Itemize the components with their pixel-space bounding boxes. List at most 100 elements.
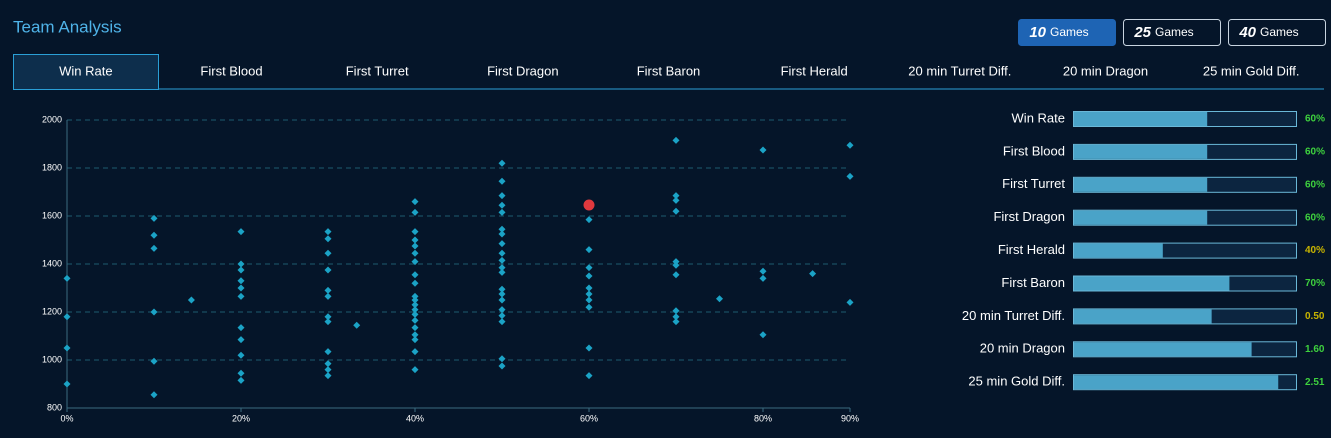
- point: [498, 355, 506, 363]
- point: [411, 301, 419, 309]
- point: [498, 306, 506, 314]
- games-button[interactable]: [1018, 19, 1116, 46]
- point: [846, 172, 854, 180]
- x-tick-label: 20%: [232, 413, 250, 423]
- point: [585, 344, 593, 352]
- x-tick-label: 40%: [406, 413, 424, 423]
- y-tick-label: 2000: [42, 114, 62, 124]
- y-tick-label: 1200: [42, 306, 62, 316]
- tab-label[interactable]: 20 min Dragon: [1063, 63, 1148, 78]
- point: [411, 310, 419, 318]
- point: [411, 279, 419, 287]
- point: [498, 318, 506, 326]
- point: [187, 296, 195, 304]
- games-button-label: Games: [1260, 25, 1299, 39]
- y-tick-label: 800: [47, 402, 62, 412]
- point: [672, 196, 680, 204]
- metric-label: Win Rate: [1012, 110, 1065, 125]
- point: [585, 290, 593, 298]
- point: [411, 336, 419, 344]
- metric-value: 70%: [1305, 278, 1325, 289]
- metric-label: 20 min Turret Diff.: [962, 308, 1065, 323]
- point: [324, 228, 332, 236]
- point: [237, 260, 245, 268]
- point: [150, 308, 158, 316]
- bar-fill: [1074, 144, 1208, 159]
- tab-label[interactable]: First Baron: [637, 63, 701, 78]
- x-tick-label: 60%: [580, 413, 598, 423]
- point: [237, 369, 245, 377]
- point: [716, 295, 723, 303]
- point: [411, 249, 419, 257]
- bar-fill: [1074, 342, 1252, 357]
- bar-fill: [1074, 210, 1208, 225]
- games-button[interactable]: [1228, 19, 1326, 46]
- highlight-point: [583, 199, 595, 211]
- point: [63, 344, 71, 352]
- point: [411, 292, 419, 300]
- y-tick-label: 1600: [42, 210, 62, 220]
- metric-value: 40%: [1305, 245, 1325, 256]
- x-tick-label: 80%: [754, 413, 772, 423]
- point: [324, 372, 332, 380]
- point: [498, 230, 506, 238]
- point: [498, 240, 506, 248]
- point: [411, 331, 419, 339]
- point: [585, 264, 593, 272]
- point: [353, 321, 361, 329]
- point: [759, 331, 767, 339]
- point: [498, 296, 506, 304]
- bar-fill: [1074, 112, 1208, 126]
- bar-fill: [1074, 375, 1279, 390]
- point: [63, 380, 71, 388]
- point: [498, 264, 506, 272]
- point: [411, 208, 419, 216]
- tab-label[interactable]: First Blood: [200, 63, 262, 78]
- point: [585, 246, 593, 254]
- tab-label[interactable]: 20 min Turret Diff.: [908, 63, 1011, 78]
- y-tick-label: 1400: [42, 258, 62, 268]
- tab-label[interactable]: Win Rate: [59, 63, 112, 78]
- metric-value: 60%: [1305, 212, 1325, 223]
- point: [585, 296, 593, 304]
- metric-label: First Turret: [1002, 176, 1065, 191]
- point: [150, 391, 158, 399]
- point: [150, 357, 158, 365]
- point: [411, 306, 419, 314]
- point: [498, 312, 506, 320]
- point: [324, 360, 332, 368]
- point: [498, 225, 506, 233]
- point: [411, 198, 419, 206]
- tab-label[interactable]: First Herald: [781, 63, 848, 78]
- games-button[interactable]: [1123, 19, 1221, 46]
- tab-active[interactable]: [13, 54, 159, 90]
- point: [498, 290, 506, 298]
- tab-label[interactable]: 25 min Gold Diff.: [1203, 63, 1300, 78]
- point: [150, 214, 158, 222]
- page-title: Team Analysis: [13, 17, 122, 36]
- point: [411, 296, 419, 304]
- bar-fill: [1074, 276, 1230, 291]
- point: [498, 249, 506, 257]
- x-tick-label: 90%: [841, 413, 859, 423]
- point: [672, 313, 680, 321]
- point: [237, 277, 245, 285]
- games-button-number: 25: [1133, 24, 1151, 41]
- metric-value: 60%: [1305, 147, 1325, 158]
- metric-value: 60%: [1305, 179, 1325, 190]
- y-tick-label: 1800: [42, 162, 62, 172]
- point: [759, 274, 767, 282]
- point: [411, 271, 419, 279]
- metric-label: 20 min Dragon: [980, 341, 1065, 356]
- point: [237, 284, 245, 292]
- tab-label[interactable]: First Turret: [346, 63, 409, 78]
- point: [585, 284, 593, 292]
- point: [498, 177, 506, 185]
- tab-label[interactable]: First Dragon: [487, 63, 559, 78]
- point: [324, 366, 332, 374]
- point: [150, 244, 158, 252]
- point: [846, 141, 854, 149]
- point: [498, 256, 506, 264]
- point: [63, 313, 71, 321]
